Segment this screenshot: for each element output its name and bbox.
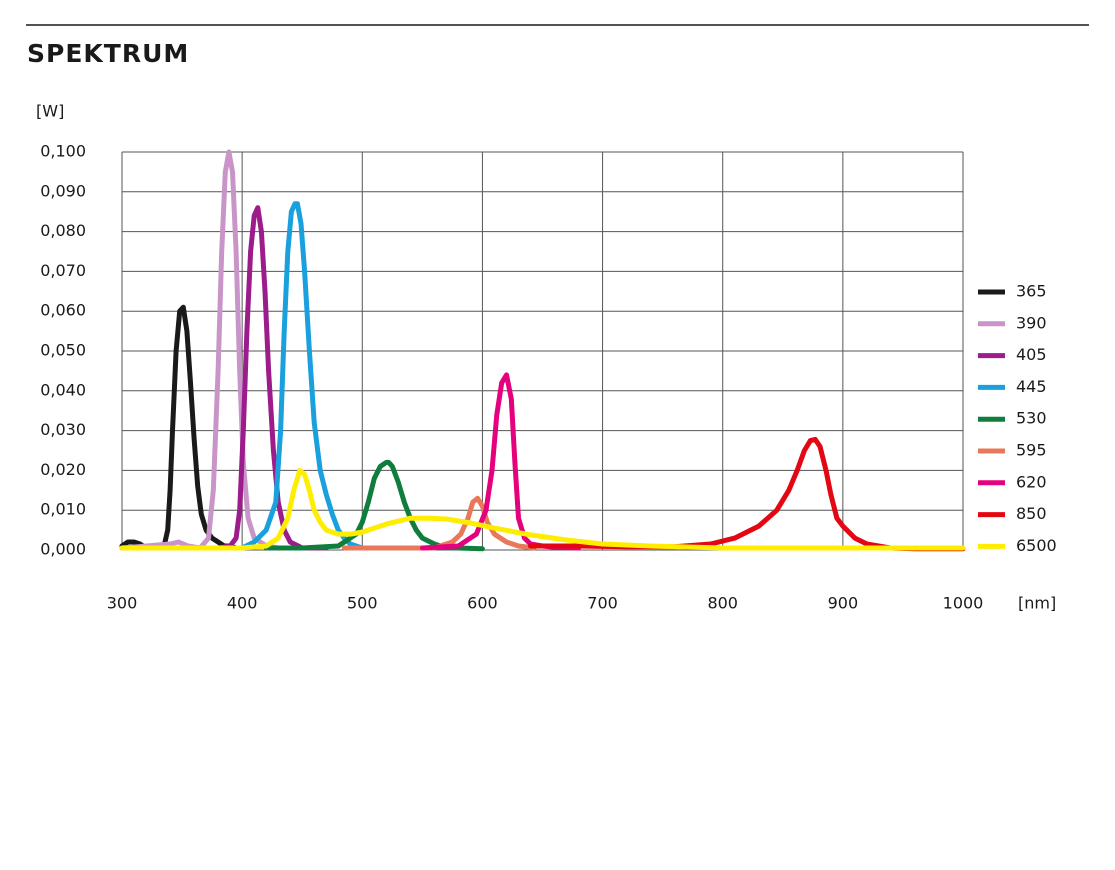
- legend-label: 620: [1016, 472, 1047, 491]
- y-tick-label: 0,020: [40, 460, 86, 479]
- x-tick-label: 1000: [943, 594, 984, 613]
- y-tick-label: 0,100: [40, 142, 86, 161]
- y-tick-label: 0,070: [40, 261, 86, 280]
- series-line: [119, 201, 365, 551]
- chart-title: SPEKTRUM: [27, 39, 189, 68]
- x-tick-label: 800: [707, 594, 738, 613]
- y-tick-label: 0,000: [40, 540, 86, 559]
- y-axis-label: [W]: [36, 102, 64, 121]
- x-tick-label: 500: [347, 594, 378, 613]
- y-tick-label: 0,090: [40, 181, 86, 200]
- legend-label: 6500: [1016, 536, 1057, 555]
- legend-label: 595: [1016, 441, 1047, 460]
- series-line: [119, 205, 329, 551]
- legend-label: 530: [1016, 409, 1047, 428]
- y-tick-label: 0,060: [40, 301, 86, 320]
- series-line: [341, 495, 537, 551]
- legend-label: 390: [1016, 313, 1047, 332]
- series-line: [119, 467, 966, 551]
- x-tick-label: 900: [828, 594, 859, 613]
- y-tick-label: 0,010: [40, 500, 86, 519]
- y-tick-label: 0,080: [40, 221, 86, 240]
- series-line: [119, 304, 245, 551]
- x-axis-label: [nm]: [1018, 594, 1056, 613]
- legend-label: 405: [1016, 345, 1047, 364]
- legend-label: 365: [1016, 282, 1047, 301]
- x-tick-label: 300: [107, 594, 138, 613]
- legend-label: 850: [1016, 504, 1047, 523]
- series-line: [419, 372, 581, 551]
- x-tick-label: 400: [227, 594, 258, 613]
- y-tick-label: 0,050: [40, 341, 86, 360]
- series-line: [528, 436, 966, 552]
- x-tick-label: 700: [587, 594, 618, 613]
- y-tick-label: 0,040: [40, 380, 86, 399]
- x-tick-label: 600: [467, 594, 498, 613]
- legend-label: 445: [1016, 377, 1047, 396]
- y-tick-label: 0,030: [40, 420, 86, 439]
